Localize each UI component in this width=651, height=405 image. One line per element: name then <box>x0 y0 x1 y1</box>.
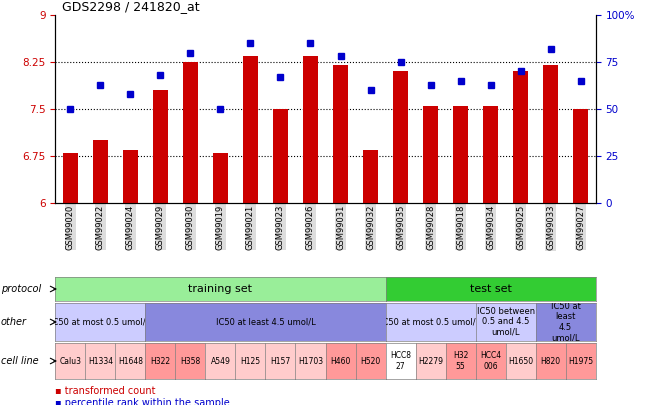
Text: H460: H460 <box>330 356 351 365</box>
Bar <box>483 106 498 203</box>
Text: H1650: H1650 <box>508 356 533 365</box>
Text: H1975: H1975 <box>568 356 593 365</box>
Bar <box>423 106 438 203</box>
Text: protocol: protocol <box>1 284 41 294</box>
Bar <box>543 65 558 203</box>
Text: H125: H125 <box>240 356 260 365</box>
Text: H520: H520 <box>361 356 381 365</box>
Text: ▪ transformed count: ▪ transformed count <box>55 386 156 396</box>
Bar <box>153 90 168 203</box>
Text: H1703: H1703 <box>298 356 323 365</box>
Text: H2279: H2279 <box>418 356 443 365</box>
Text: Calu3: Calu3 <box>59 356 81 365</box>
Text: H32
55: H32 55 <box>453 351 468 371</box>
Bar <box>213 153 228 203</box>
Text: IC50 at most 0.5 umol/L: IC50 at most 0.5 umol/L <box>50 318 150 326</box>
Bar <box>183 62 198 203</box>
Bar <box>93 141 108 203</box>
Text: H1648: H1648 <box>118 356 143 365</box>
Text: ▪ percentile rank within the sample: ▪ percentile rank within the sample <box>55 398 230 405</box>
Text: H1334: H1334 <box>88 356 113 365</box>
Bar <box>363 150 378 203</box>
Text: IC50 at most 0.5 umol/L: IC50 at most 0.5 umol/L <box>380 318 480 326</box>
Bar <box>303 56 318 203</box>
Text: H358: H358 <box>180 356 201 365</box>
Text: H820: H820 <box>540 356 561 365</box>
Text: training set: training set <box>188 284 253 294</box>
Text: IC50 at
least
4.5
umol/L: IC50 at least 4.5 umol/L <box>551 302 581 342</box>
Bar <box>453 106 468 203</box>
Bar <box>273 109 288 203</box>
Bar <box>333 65 348 203</box>
Text: other: other <box>1 317 27 327</box>
Text: GDS2298 / 241820_at: GDS2298 / 241820_at <box>62 0 199 13</box>
Text: test set: test set <box>469 284 512 294</box>
Text: IC50 at least 4.5 umol/L: IC50 at least 4.5 umol/L <box>215 318 315 326</box>
Bar <box>393 71 408 203</box>
Bar <box>513 71 528 203</box>
Bar <box>123 150 138 203</box>
Text: HCC8
27: HCC8 27 <box>390 351 411 371</box>
Text: IC50 between
0.5 and 4.5
umol/L: IC50 between 0.5 and 4.5 umol/L <box>477 307 534 337</box>
Text: cell line: cell line <box>1 356 38 366</box>
Text: HCC4
006: HCC4 006 <box>480 351 501 371</box>
Bar <box>573 109 588 203</box>
Bar <box>63 153 78 203</box>
Bar <box>243 56 258 203</box>
Text: A549: A549 <box>210 356 230 365</box>
Text: H322: H322 <box>150 356 171 365</box>
Text: H157: H157 <box>270 356 290 365</box>
